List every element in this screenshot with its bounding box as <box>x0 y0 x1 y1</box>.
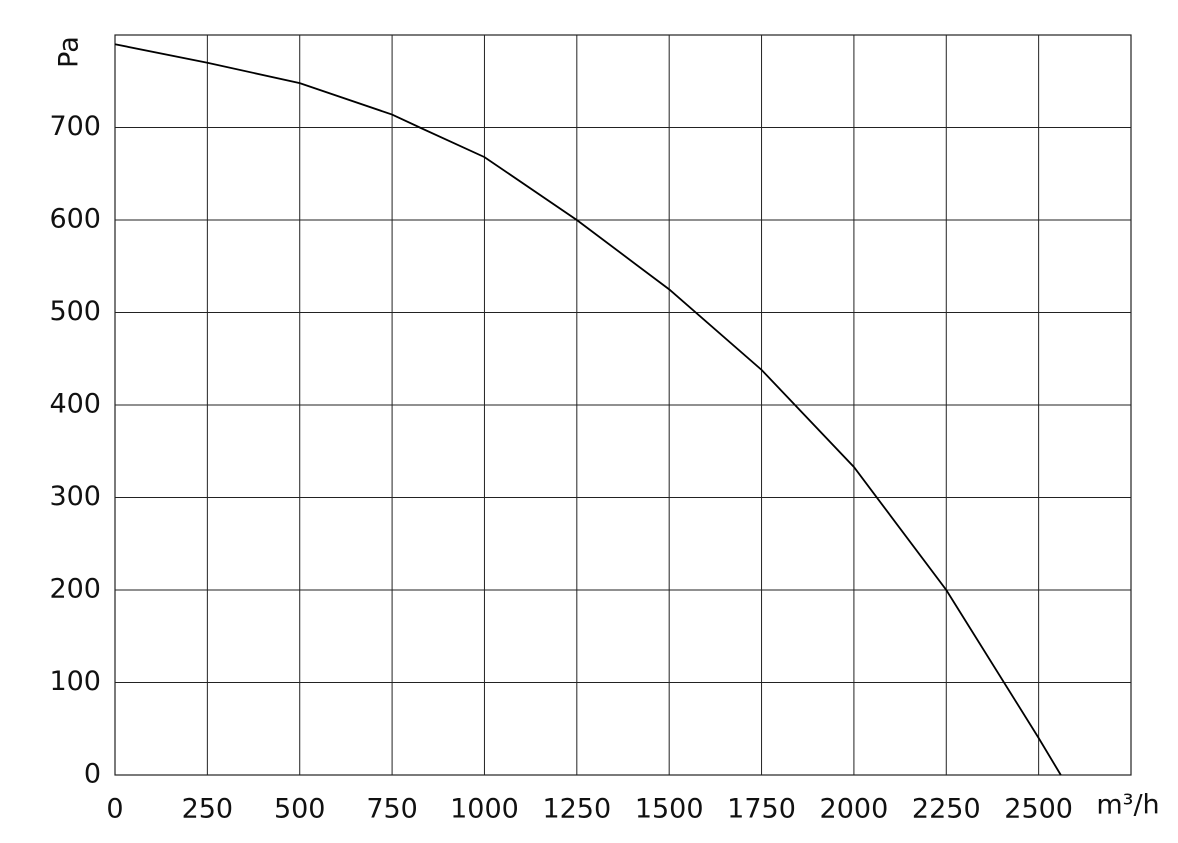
x-tick-label: 1750 <box>727 794 796 825</box>
x-tick-label: 750 <box>366 794 418 825</box>
x-axis-label: m³/h <box>1096 790 1159 821</box>
x-tick-label: 1250 <box>542 794 611 825</box>
x-tick-label: 0 <box>106 794 123 825</box>
x-tick-label: 2250 <box>912 794 981 825</box>
y-tick-label: 700 <box>49 111 101 142</box>
x-tick-label: 500 <box>274 794 326 825</box>
y-tick-label: 200 <box>49 574 101 605</box>
x-tick-label: 1500 <box>635 794 704 825</box>
x-tick-label: 1000 <box>450 794 519 825</box>
x-tick-label: 250 <box>182 794 234 825</box>
y-tick-label: 0 <box>84 759 101 790</box>
y-tick-label: 100 <box>49 666 101 697</box>
y-tick-label: 300 <box>49 481 101 512</box>
y-tick-label: 400 <box>49 389 101 420</box>
x-tick-label: 2500 <box>1004 794 1073 825</box>
curve <box>114 43 1062 776</box>
y-tick-label: 600 <box>49 204 101 235</box>
y-tick-label: 500 <box>49 296 101 327</box>
x-tick-label: 2000 <box>820 794 889 825</box>
y-axis-label: Pa <box>54 36 85 68</box>
